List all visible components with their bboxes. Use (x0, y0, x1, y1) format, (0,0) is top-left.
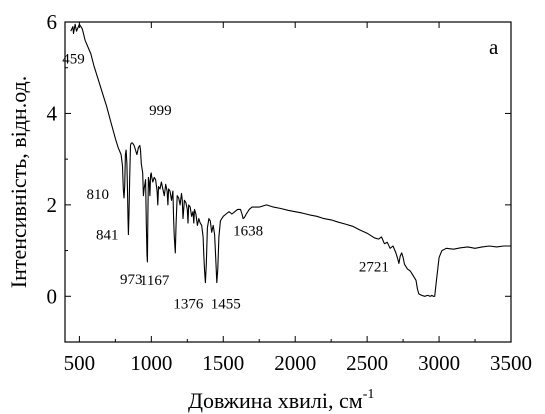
peak-label-1455: 1455 (211, 297, 241, 313)
peak-label-999: 999 (149, 103, 172, 119)
panel-label: a (489, 35, 499, 59)
plot-frame (64, 21, 512, 343)
peak-label-1167: 1167 (140, 273, 170, 289)
y-tick-label: 2 (47, 193, 58, 217)
peak-label-973: 973 (120, 272, 143, 288)
x-tick-label: 2500 (346, 351, 388, 375)
peak-label-459: 459 (62, 51, 85, 67)
x-tick-label: 1000 (130, 351, 172, 375)
plot-area (64, 21, 512, 343)
y-axis-label: Інтенсивність, відн.од. (6, 76, 31, 289)
spectrum-line (70, 23, 511, 297)
y-tick-label: 4 (47, 101, 58, 125)
y-tick-label: 6 (47, 10, 58, 34)
peak-label-1376: 1376 (173, 297, 204, 313)
peak-label-841: 841 (96, 228, 119, 244)
peak-label-810: 810 (86, 187, 109, 203)
x-tick-label: 3000 (418, 351, 460, 375)
x-axis-label-superscript: -1 (363, 387, 375, 402)
peak-label-2721: 2721 (359, 259, 389, 275)
axis-ticks: 500 1000 1500 2000 2500 3000 3500 0 2 4 6 (47, 10, 533, 375)
x-tick-label: 1500 (202, 351, 244, 375)
peak-label-1638: 1638 (233, 224, 263, 240)
x-tick-label: 2000 (274, 351, 316, 375)
x-tick-label: 3500 (490, 351, 532, 375)
x-tick-label: 500 (64, 351, 96, 375)
y-tick-label: 0 (47, 284, 58, 308)
x-axis-label-text: Довжина хвилі, см (188, 388, 363, 413)
x-axis-label: Довжина хвилі, см-1 (188, 387, 374, 413)
